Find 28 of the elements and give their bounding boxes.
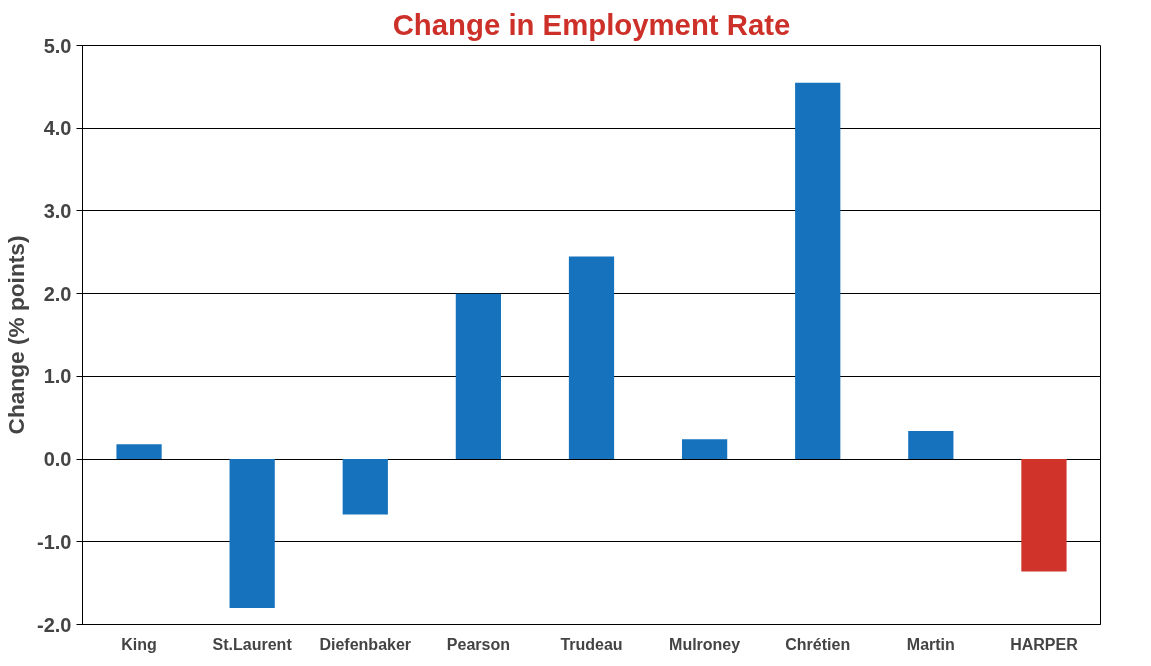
- bar: [342, 459, 388, 515]
- x-tick-label: Trudeau: [560, 635, 623, 653]
- x-tick-label: HARPER: [1010, 635, 1079, 653]
- x-tick-label: Chrétien: [785, 635, 851, 653]
- x-tick-label: Diefenbaker: [319, 635, 412, 653]
- y-tick-label: -1.0: [37, 530, 72, 553]
- bar: [795, 82, 841, 460]
- bar: [116, 444, 162, 460]
- x-tick-label: Martin: [906, 635, 955, 653]
- y-tick-label: 0.0: [43, 448, 72, 471]
- bar: [455, 293, 502, 460]
- bar: [908, 430, 954, 460]
- x-tick-label: Pearson: [446, 635, 510, 653]
- bar: [229, 459, 275, 608]
- y-tick-label: -2.0: [37, 613, 72, 636]
- x-tick-label: King: [121, 635, 157, 653]
- y-tick-label: 4.0: [43, 117, 72, 140]
- y-tick-label: 5.0: [43, 34, 72, 57]
- chart-title: Change in Employment Rate: [392, 7, 791, 41]
- y-tick-label: 1.0: [43, 365, 72, 388]
- y-axis-title: Change (% points): [3, 235, 30, 435]
- x-tick-label: St.Laurent: [212, 635, 293, 653]
- bar: [681, 439, 728, 460]
- bar: [568, 256, 615, 460]
- y-tick-label: 3.0: [43, 199, 72, 222]
- y-tick-label: 2.0: [43, 282, 72, 305]
- x-tick-label: Mulroney: [669, 635, 741, 653]
- bar: [1021, 459, 1067, 572]
